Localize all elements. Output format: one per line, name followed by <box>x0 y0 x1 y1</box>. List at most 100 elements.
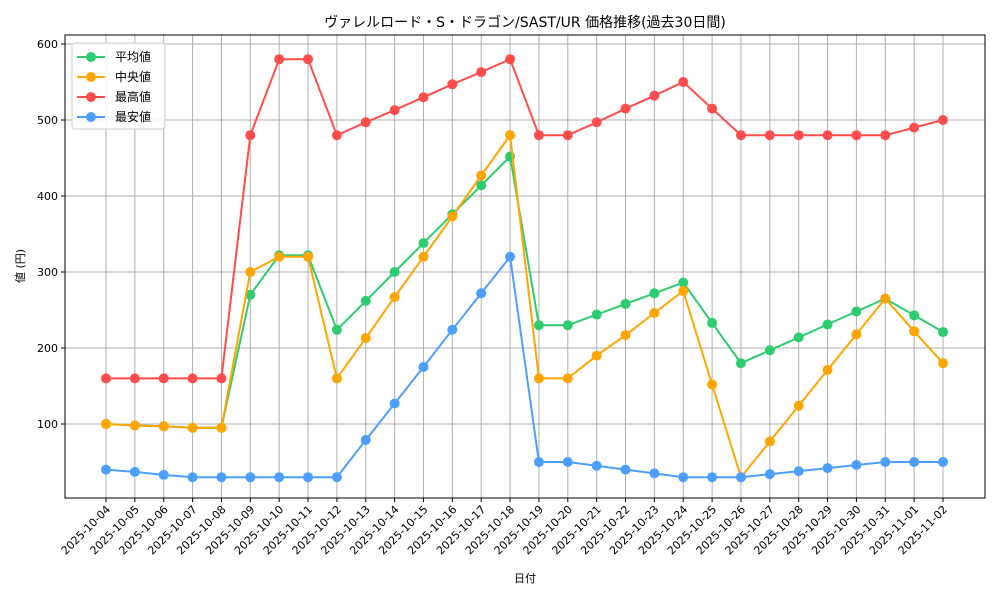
data-point <box>880 130 891 141</box>
data-point <box>101 419 111 429</box>
data-point <box>303 472 314 483</box>
data-point <box>389 267 400 277</box>
data-point <box>678 277 689 288</box>
data-point <box>591 350 602 361</box>
series-line <box>105 132 944 480</box>
data-point <box>764 436 775 447</box>
series-1 <box>101 130 948 483</box>
data-point <box>476 180 487 191</box>
grid-lines <box>65 35 985 498</box>
data-point <box>678 286 689 296</box>
data-point <box>360 295 371 306</box>
data-point <box>187 373 198 384</box>
legend-box <box>71 42 166 130</box>
data-point <box>331 373 342 384</box>
data-point <box>331 472 342 483</box>
legend-marker-icon <box>86 112 96 122</box>
data-point <box>447 211 458 222</box>
data-point <box>620 298 631 309</box>
data-point <box>851 306 862 317</box>
data-point <box>389 398 400 409</box>
data-point <box>274 472 285 483</box>
data-point <box>764 345 775 356</box>
data-point <box>735 472 746 483</box>
data-point <box>649 90 660 101</box>
data-point <box>822 130 833 141</box>
data-point <box>591 460 602 471</box>
data-point <box>909 310 920 321</box>
data-point <box>793 400 804 411</box>
data-point <box>245 267 256 277</box>
data-point <box>909 122 920 133</box>
data-point <box>447 79 458 90</box>
data-point <box>158 469 169 480</box>
data-point <box>851 329 862 340</box>
data-point <box>764 130 775 141</box>
legend-label: 平均値 <box>115 49 151 64</box>
data-point <box>764 469 775 480</box>
data-point <box>562 373 573 384</box>
data-point <box>216 422 227 433</box>
data-point <box>793 130 804 141</box>
data-point <box>735 130 746 141</box>
data-point <box>620 103 631 114</box>
data-point <box>851 460 862 471</box>
series-2 <box>101 54 948 384</box>
data-point <box>505 130 516 141</box>
series-line <box>106 57 944 380</box>
data-point <box>158 421 169 432</box>
data-point <box>880 293 891 304</box>
y-tick-label: 200 <box>37 342 58 355</box>
y-tick-label: 500 <box>37 114 58 127</box>
data-point <box>274 54 285 65</box>
legend-item: 中央値 <box>77 69 151 84</box>
data-point <box>245 289 256 300</box>
y-tick-label: 600 <box>37 38 58 51</box>
legend-marker-icon <box>86 92 96 102</box>
data-point <box>129 466 140 477</box>
data-point <box>360 117 371 128</box>
data-point <box>505 251 516 262</box>
data-point <box>938 327 948 338</box>
data-point <box>620 330 631 341</box>
data-point <box>678 77 689 87</box>
data-point <box>245 472 256 483</box>
data-point <box>101 464 111 475</box>
data-point <box>938 358 948 369</box>
data-point <box>245 130 256 141</box>
data-point <box>101 373 111 384</box>
legend-item: 平均値 <box>77 49 151 64</box>
data-point <box>533 457 544 467</box>
data-point <box>562 320 573 331</box>
data-point <box>216 373 227 384</box>
data-point <box>533 130 544 141</box>
x-axis-label: 日付 <box>514 572 536 585</box>
legend-item: 最安値 <box>77 109 151 124</box>
data-point <box>418 92 429 103</box>
data-point <box>909 326 920 337</box>
legend-marker-icon <box>86 52 96 62</box>
data-point <box>360 333 371 344</box>
x-axis-ticks: 2025-10-042025-10-052025-10-062025-10-07… <box>59 498 950 557</box>
data-point <box>735 358 746 369</box>
data-point <box>822 365 833 376</box>
data-point <box>129 420 140 431</box>
data-point <box>505 54 516 65</box>
data-point <box>129 373 140 384</box>
plot-frame <box>64 34 986 499</box>
data-point <box>649 288 660 299</box>
data-point <box>331 324 342 335</box>
data-point <box>447 324 458 335</box>
legend-label: 最安値 <box>115 109 151 124</box>
legend-label: 最高値 <box>115 89 151 104</box>
series-3 <box>101 251 948 483</box>
data-point <box>303 251 314 262</box>
y-tick-label: 100 <box>37 418 58 431</box>
data-point <box>649 468 660 479</box>
data-point <box>591 117 602 128</box>
data-point <box>938 115 948 125</box>
data-point <box>938 457 948 467</box>
data-point <box>822 319 833 330</box>
